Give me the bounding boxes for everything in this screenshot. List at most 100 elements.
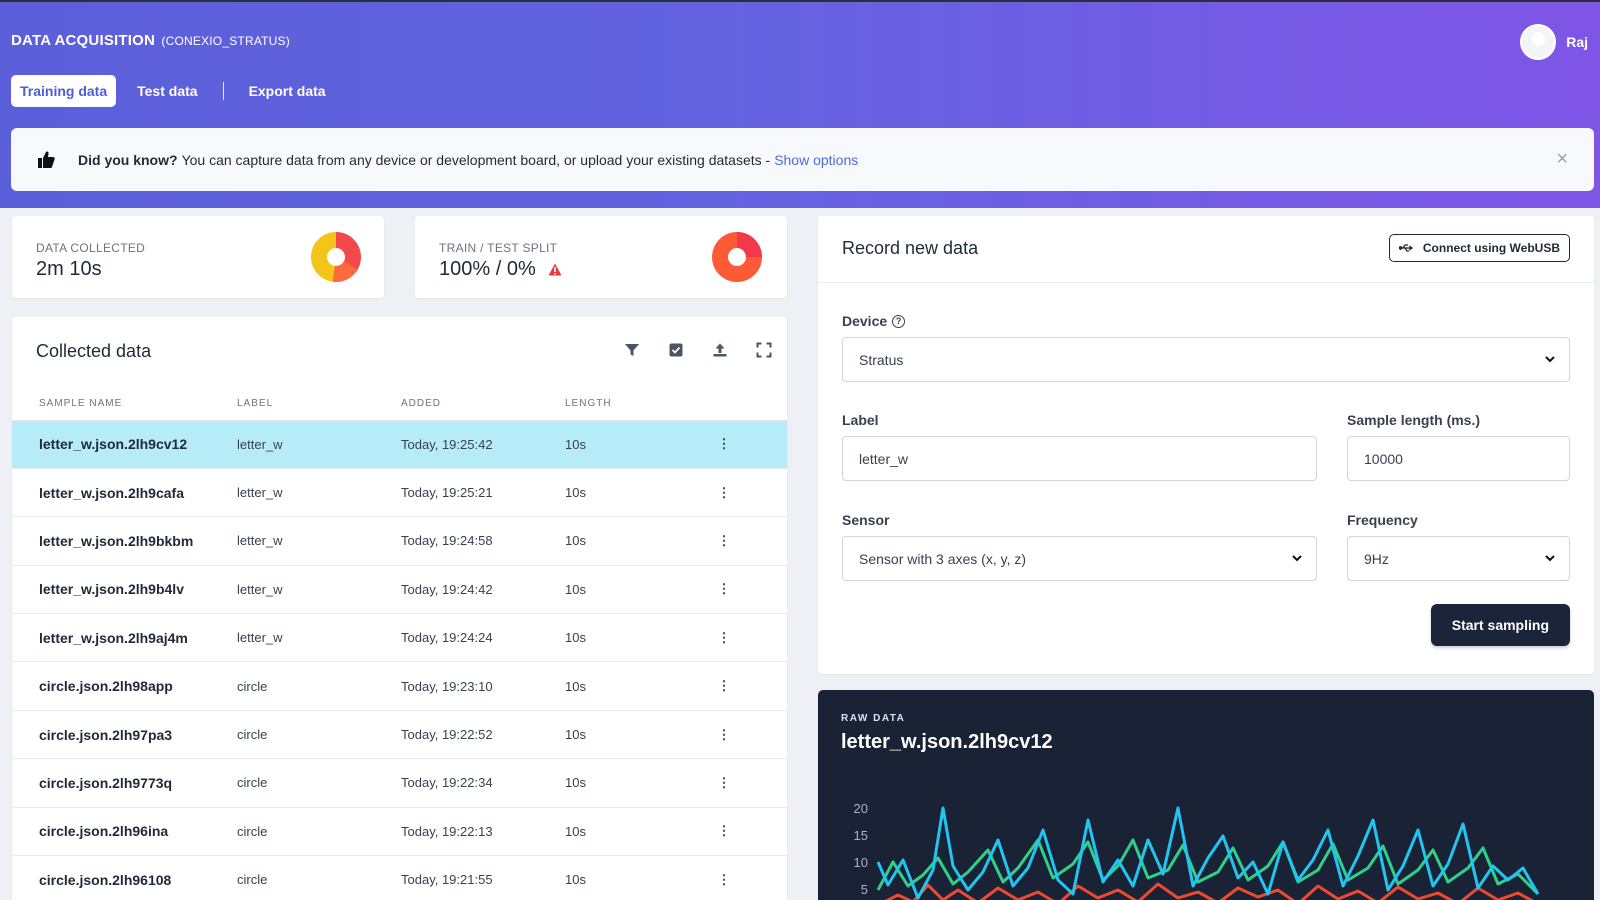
sample-name[interactable]: letter_w.json.2lh9bkbm [12, 516, 237, 566]
more-options-icon[interactable]: ⋮ [717, 726, 731, 742]
sample-length-value: 10000 [1364, 450, 1403, 467]
more-options-icon[interactable]: ⋮ [717, 484, 731, 500]
device-select[interactable]: Stratus [842, 337, 1570, 382]
user-name[interactable]: Raj [1566, 34, 1588, 50]
sample-length: 10s [565, 565, 715, 615]
sample-label: letter_w [237, 468, 401, 518]
sample-length: 10s [565, 661, 715, 711]
more-options-icon[interactable]: ⋮ [717, 436, 731, 452]
sample-length-input[interactable]: 10000 [1347, 436, 1570, 481]
sample-added: Today, 19:22:13 [401, 807, 565, 857]
table-row[interactable]: circle.json.2lh96108 circle Today, 19:21… [12, 855, 787, 900]
start-sampling-button[interactable]: Start sampling [1430, 604, 1570, 646]
expand-icon[interactable] [755, 341, 773, 359]
sample-name[interactable]: circle.json.2lh97pa3 [12, 710, 237, 760]
table-row[interactable]: letter_w.json.2lh9b4lv letter_w Today, 1… [12, 565, 787, 615]
sample-label: circle [237, 758, 401, 808]
tip-banner: Did you know? You can capture data from … [11, 128, 1594, 191]
close-icon[interactable]: × [1556, 148, 1568, 170]
label-input[interactable]: letter_w [842, 436, 1317, 481]
col-actions [715, 387, 787, 421]
table-row[interactable]: circle.json.2lh98app circle Today, 19:23… [12, 661, 787, 711]
help-icon[interactable]: ? [892, 314, 906, 328]
connect-webusb-label: Connect using WebUSB [1422, 241, 1560, 255]
sample-label: circle [237, 855, 401, 900]
y-tick-15: 15 [854, 828, 868, 843]
tab-test-data[interactable]: Test data [137, 83, 198, 99]
device-select-value: Stratus [859, 351, 904, 368]
col-label[interactable]: LABEL [237, 387, 401, 421]
sensor-label: Sensor [842, 512, 890, 528]
user-menu[interactable]: Raj [1520, 24, 1588, 60]
select-checkbox-icon[interactable] [667, 341, 685, 359]
divider [818, 282, 1594, 283]
sample-name[interactable]: letter_w.json.2lh9cv12 [12, 420, 237, 469]
table-row[interactable]: letter_w.json.2lh9cv12 letter_w Today, 1… [12, 420, 787, 469]
col-added[interactable]: ADDED [401, 387, 565, 421]
sample-label: circle [237, 710, 401, 760]
more-options-icon[interactable]: ⋮ [717, 532, 731, 548]
page-title: DATA ACQUISITION [11, 32, 156, 49]
data-collected-label: DATA COLLECTED [36, 241, 146, 255]
more-options-icon[interactable]: ⋮ [717, 871, 731, 887]
sample-name[interactable]: circle.json.2lh96ina [12, 807, 237, 857]
sample-added: Today, 19:23:10 [401, 661, 565, 711]
sensor-select[interactable]: Sensor with 3 axes (x, y, z) [842, 536, 1317, 581]
data-collected-value: 2m 10s [36, 258, 102, 280]
table-row[interactable]: letter_w.json.2lh9aj4m letter_w Today, 1… [12, 613, 787, 663]
show-options-link[interactable]: Show options [774, 151, 859, 168]
table-row[interactable]: letter_w.json.2lh9cafa letter_w Today, 1… [12, 468, 787, 518]
sample-name[interactable]: circle.json.2lh98app [12, 661, 237, 711]
more-options-icon[interactable]: ⋮ [717, 823, 731, 839]
sample-length: 10s [565, 468, 715, 518]
frequency-select[interactable]: 9Hz [1347, 536, 1570, 581]
tab-export-data[interactable]: Export data [248, 83, 326, 99]
connect-webusb-button[interactable]: Connect using WebUSB [1388, 234, 1570, 262]
sample-name[interactable]: circle.json.2lh9773q [12, 758, 237, 808]
table-row[interactable]: circle.json.2lh9773q circle Today, 19:22… [12, 758, 787, 808]
collected-data-title: Collected data [36, 341, 152, 361]
sample-added: Today, 19:24:58 [401, 516, 565, 566]
upload-icon[interactable] [711, 341, 729, 359]
sample-length: 10s [565, 613, 715, 663]
more-options-icon[interactable]: ⋮ [717, 629, 731, 645]
sample-name[interactable]: letter_w.json.2lh9aj4m [12, 613, 237, 663]
device-label: Device ? [842, 313, 906, 329]
warning-icon [548, 263, 562, 276]
collected-data-panel: Collected data SAMPLE NAME LABEL ADDED L… [12, 317, 787, 900]
col-sample-name[interactable]: SAMPLE NAME [12, 387, 237, 421]
sample-added: Today, 19:21:55 [401, 855, 565, 900]
sample-label: letter_w [237, 516, 401, 566]
sample-length: 10s [565, 807, 715, 857]
collected-data-table: SAMPLE NAME LABEL ADDED LENGTH letter_w.… [12, 387, 787, 900]
raw-data-title: letter_w.json.2lh9cv12 [841, 731, 1053, 753]
table-row[interactable]: circle.json.2lh97pa3 circle Today, 19:22… [12, 710, 787, 760]
chevron-down-icon [1545, 356, 1555, 363]
sample-name[interactable]: letter_w.json.2lh9b4lv [12, 565, 237, 615]
sample-label: letter_w [237, 613, 401, 663]
y-tick-5: 5 [861, 882, 868, 897]
frequency-label: Frequency [1347, 512, 1418, 528]
frequency-select-value: 9Hz [1364, 550, 1389, 567]
usb-icon [1398, 244, 1413, 252]
table-header: SAMPLE NAME LABEL ADDED LENGTH [12, 387, 787, 421]
table-row[interactable]: circle.json.2lh96ina circle Today, 19:22… [12, 807, 787, 857]
label-field-label: Label [842, 412, 879, 428]
sample-name[interactable]: letter_w.json.2lh9cafa [12, 468, 237, 518]
filter-icon[interactable] [623, 341, 641, 359]
tabs: Training data Test data Export data [11, 75, 347, 107]
more-options-icon[interactable]: ⋮ [717, 774, 731, 790]
col-length[interactable]: LENGTH [565, 387, 715, 421]
sample-name[interactable]: circle.json.2lh96108 [12, 855, 237, 900]
avatar[interactable] [1520, 24, 1557, 60]
sample-length: 10s [565, 855, 715, 900]
tip-heading: Did you know? [78, 151, 178, 168]
more-options-icon[interactable]: ⋮ [717, 678, 731, 694]
table-row[interactable]: letter_w.json.2lh9bkbm letter_w Today, 1… [12, 516, 787, 566]
train-test-split-donut [712, 232, 762, 282]
sample-length: 10s [565, 420, 715, 469]
y-tick-20: 20 [854, 801, 868, 816]
train-test-split-card: TRAIN / TEST SPLIT 100% / 0% [415, 216, 787, 298]
more-options-icon[interactable]: ⋮ [717, 581, 731, 597]
tab-training-data[interactable]: Training data [11, 75, 117, 107]
